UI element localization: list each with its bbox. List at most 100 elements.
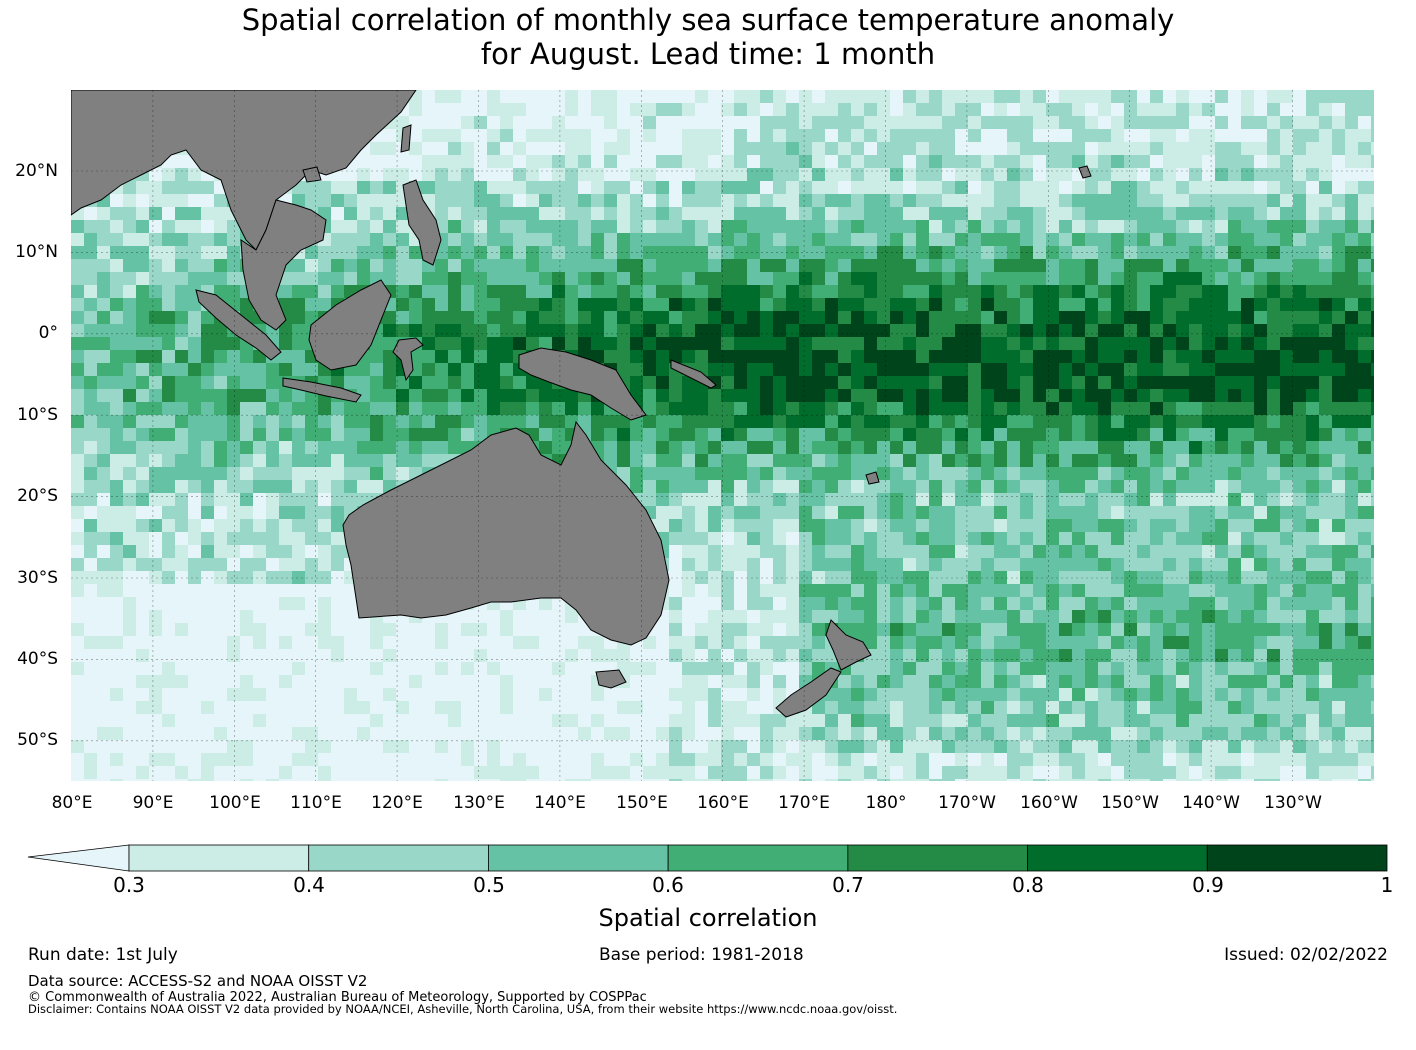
correlation-cell [474,688,487,701]
correlation-cell [578,220,591,233]
correlation-cell [669,272,682,285]
correlation-cell [1358,701,1371,714]
correlation-cell [994,298,1007,311]
correlation-cell [175,623,188,636]
correlation-cell [825,324,838,337]
correlation-cell [1124,155,1137,168]
correlation-cell [682,610,695,623]
correlation-cell [955,246,968,259]
correlation-cell [1371,623,1374,636]
correlation-cell [1059,272,1072,285]
correlation-cell [903,467,916,480]
correlation-cell [799,493,812,506]
correlation-cell [1202,662,1215,675]
correlation-cell [929,246,942,259]
correlation-cell [1007,155,1020,168]
correlation-cell [214,207,227,220]
correlation-cell [591,285,604,298]
correlation-cell [383,376,396,389]
correlation-cell [162,298,175,311]
correlation-cell [487,155,500,168]
correlation-cell [539,194,552,207]
correlation-cell [994,636,1007,649]
correlation-cell [1176,142,1189,155]
correlation-cell [1137,441,1150,454]
correlation-cell [383,129,396,142]
correlation-cell [305,519,318,532]
correlation-cell [292,194,305,207]
correlation-cell [1202,194,1215,207]
correlation-cell [1176,636,1189,649]
correlation-cell [1215,181,1228,194]
correlation-cell [71,545,84,558]
correlation-cell [838,428,851,441]
correlation-cell [994,155,1007,168]
correlation-cell [643,454,656,467]
correlation-cell [266,571,279,584]
correlation-cell [1241,701,1254,714]
correlation-cell [1033,350,1046,363]
correlation-cell [1150,636,1163,649]
correlation-cell [799,441,812,454]
correlation-cell [864,675,877,688]
correlation-field [71,90,1374,781]
correlation-cell [695,675,708,688]
correlation-cell [422,142,435,155]
correlation-cell [903,324,916,337]
correlation-cell [396,675,409,688]
correlation-cell [1046,506,1059,519]
correlation-cell [1280,324,1293,337]
correlation-cell [500,675,513,688]
correlation-cell [1124,259,1137,272]
correlation-cell [1137,714,1150,727]
correlation-cell [214,454,227,467]
correlation-cell [630,207,643,220]
correlation-cell [318,558,331,571]
correlation-cell [968,155,981,168]
correlation-cell [1033,129,1046,142]
correlation-cell [1358,324,1371,337]
correlation-cell [903,597,916,610]
correlation-cell [656,467,669,480]
correlation-cell [253,636,266,649]
correlation-cell [1189,337,1202,350]
correlation-cell [760,493,773,506]
correlation-cell [565,129,578,142]
correlation-cell [630,181,643,194]
correlation-cell [1189,246,1202,259]
correlation-cell [565,246,578,259]
correlation-cell [955,532,968,545]
correlation-cell [838,558,851,571]
correlation-cell [1072,467,1085,480]
correlation-cell [1020,168,1033,181]
correlation-cell [1098,402,1111,415]
correlation-cell [370,675,383,688]
correlation-cell [1254,597,1267,610]
correlation-cell [1085,389,1098,402]
correlation-cell [1241,233,1254,246]
correlation-cell [448,142,461,155]
correlation-cell [1137,662,1150,675]
correlation-cell [136,272,149,285]
correlation-cell [1124,337,1137,350]
correlation-cell [1020,402,1033,415]
correlation-cell [773,181,786,194]
correlation-cell [1215,220,1228,233]
correlation-cell [1046,571,1059,584]
correlation-cell [175,363,188,376]
correlation-cell [513,662,526,675]
correlation-cell [734,168,747,181]
correlation-cell [1137,142,1150,155]
correlation-cell [1111,480,1124,493]
correlation-cell [1228,428,1241,441]
correlation-cell [136,688,149,701]
correlation-cell [929,285,942,298]
correlation-cell [916,246,929,259]
correlation-cell [383,636,396,649]
correlation-cell [1111,545,1124,558]
correlation-cell [1059,454,1072,467]
correlation-cell [825,220,838,233]
correlation-cell [461,610,474,623]
correlation-cell [370,389,383,402]
correlation-cell [1033,519,1046,532]
